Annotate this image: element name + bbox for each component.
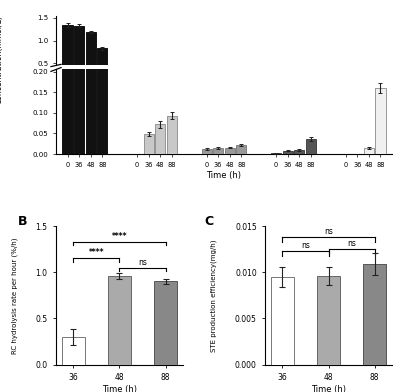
Bar xyxy=(155,83,165,86)
Bar xyxy=(62,25,73,86)
Bar xyxy=(154,281,177,365)
Bar xyxy=(74,25,84,86)
Text: ****: **** xyxy=(112,232,127,241)
Y-axis label: STE production efficiency(mg/h): STE production efficiency(mg/h) xyxy=(210,239,217,352)
Bar xyxy=(306,139,316,154)
Text: ****: **** xyxy=(88,248,104,257)
X-axis label: Time (h): Time (h) xyxy=(102,385,137,392)
Bar xyxy=(86,33,96,86)
Bar xyxy=(62,338,85,365)
X-axis label: Time (h): Time (h) xyxy=(311,385,346,392)
Text: ns: ns xyxy=(324,227,333,236)
Bar xyxy=(271,153,281,154)
Bar xyxy=(364,85,374,86)
Text: ns: ns xyxy=(347,239,356,248)
Bar xyxy=(363,264,386,365)
Bar xyxy=(375,78,386,86)
Bar xyxy=(86,0,96,154)
Bar xyxy=(306,84,316,86)
Bar xyxy=(144,83,154,86)
Bar xyxy=(225,147,235,154)
Bar xyxy=(144,134,154,154)
Text: A: A xyxy=(4,0,14,1)
Bar xyxy=(294,150,304,154)
Bar xyxy=(155,124,165,154)
Bar xyxy=(62,0,73,154)
Bar xyxy=(213,148,223,154)
Text: ns: ns xyxy=(301,241,310,250)
Text: C: C xyxy=(204,215,214,228)
Bar xyxy=(97,0,108,154)
Bar xyxy=(271,277,294,365)
Bar xyxy=(202,149,212,154)
Bar xyxy=(283,151,293,154)
Bar xyxy=(74,0,84,154)
Y-axis label: Concentration(mmol/L): Concentration(mmol/L) xyxy=(0,15,4,104)
Bar xyxy=(202,85,212,86)
Bar xyxy=(97,48,108,86)
Text: B: B xyxy=(18,215,28,228)
Y-axis label: RC hydrolysis rate per hour (%/h): RC hydrolysis rate per hour (%/h) xyxy=(12,237,18,354)
Bar xyxy=(294,85,304,86)
Bar xyxy=(317,276,340,365)
Bar xyxy=(236,145,246,154)
Bar xyxy=(236,85,246,86)
Bar xyxy=(167,116,177,154)
Bar xyxy=(225,85,235,86)
Bar xyxy=(108,276,131,365)
Text: ns: ns xyxy=(138,258,147,267)
Bar xyxy=(364,148,374,154)
X-axis label: Time (h): Time (h) xyxy=(206,171,242,180)
Bar xyxy=(213,85,223,86)
Bar xyxy=(375,88,386,154)
Bar xyxy=(167,82,177,86)
